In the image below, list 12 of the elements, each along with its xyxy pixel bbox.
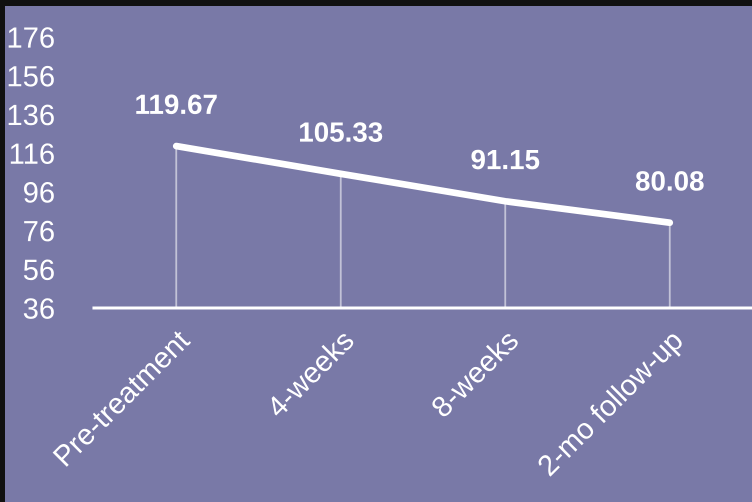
y-tick-label: 176 [8,27,54,48]
data-label: 91.15 [471,150,540,170]
y-tick-label: 156 [8,66,54,87]
data-label: 80.08 [636,171,704,191]
y-tick-label: 96 [24,182,54,203]
y-tick-label: 36 [24,298,54,319]
data-label: 105.33 [300,122,382,142]
y-tick-label: 136 [8,104,54,126]
y-tick-label: 76 [24,220,54,242]
data-label: 119.67 [136,94,217,114]
y-tick-label: 116 [10,143,54,164]
y-tick-label: 56 [24,259,54,280]
